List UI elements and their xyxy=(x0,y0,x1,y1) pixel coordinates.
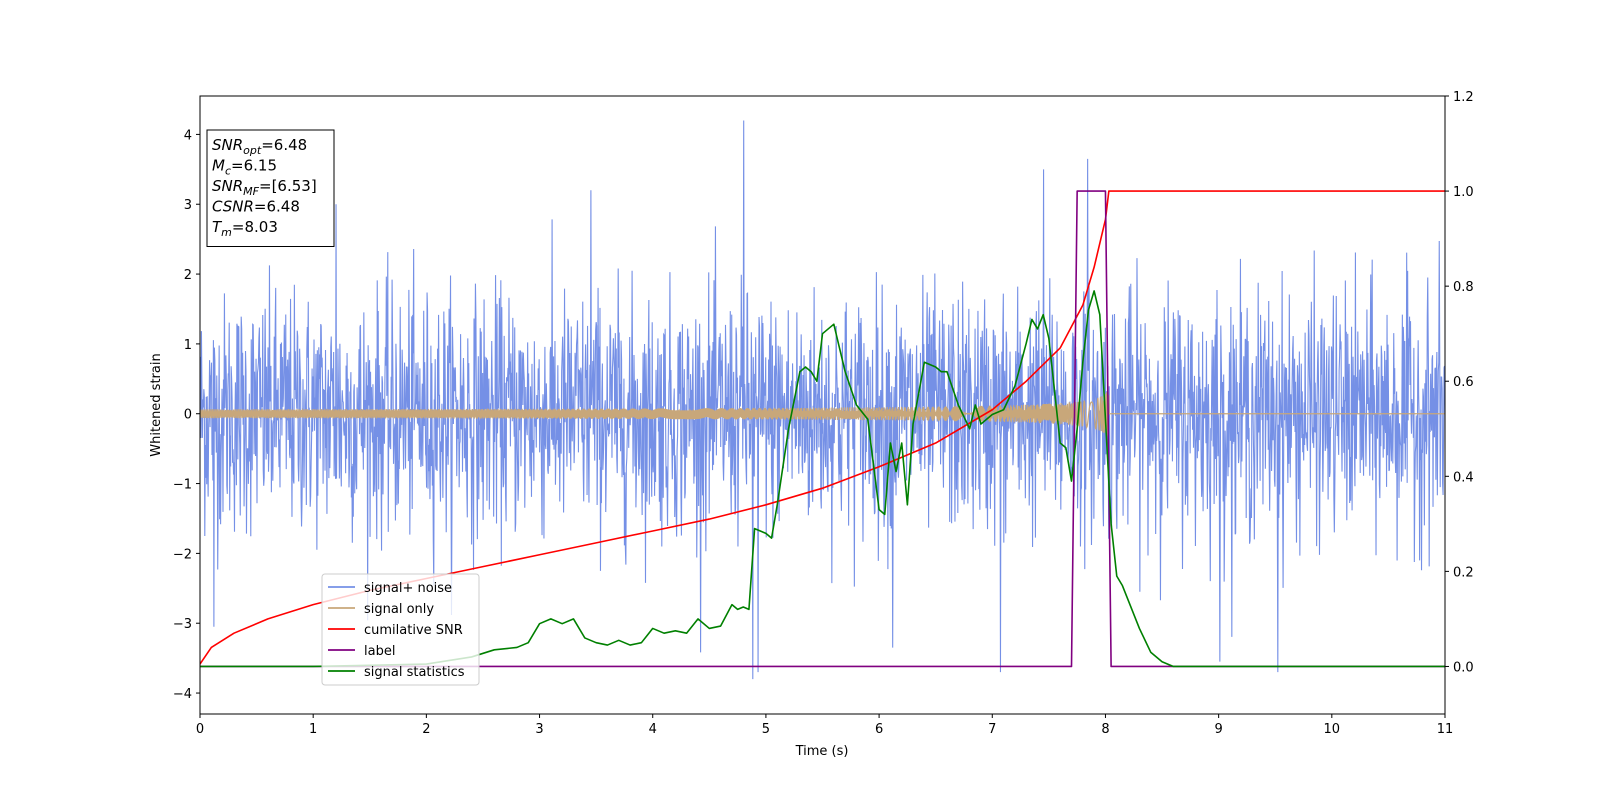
annotation-frame xyxy=(206,129,335,247)
y-tick-label: −2 xyxy=(173,547,192,562)
annotation-line: CSNR=6.48 xyxy=(212,198,300,216)
y-tick-label: 4 xyxy=(184,128,192,143)
y-tick-label: −4 xyxy=(173,687,192,702)
x-tick-label: 4 xyxy=(649,722,657,737)
plot-series xyxy=(200,120,1445,680)
y-axis-left: −4 −3 −2 −1 0 1 2 3 4 xyxy=(173,128,200,702)
series-signal-only-line xyxy=(200,391,1445,436)
annotation-line: Tm=8.03 xyxy=(212,218,278,239)
y2-tick-label: 0.0 xyxy=(1453,660,1474,675)
y2-tick-label: 0.6 xyxy=(1453,375,1474,390)
y2-tick-label: 1.0 xyxy=(1453,185,1474,200)
x-tick-label: 0 xyxy=(196,722,204,737)
y2-tick-label: 0.8 xyxy=(1453,280,1474,295)
series-signal-noise-line xyxy=(200,120,1445,680)
x-tick-label: 10 xyxy=(1324,722,1341,737)
y2-tick-label: 1.2 xyxy=(1453,90,1474,105)
y2-tick-label: 0.2 xyxy=(1453,565,1474,580)
y-tick-label: 3 xyxy=(184,198,192,213)
annotation-line: SNRopt=6.48 xyxy=(212,136,307,157)
y-tick-label: 1 xyxy=(184,338,192,353)
plot-frame xyxy=(199,95,1446,715)
x-axis: 0 1 2 3 4 5 6 7 8 9 10 11 xyxy=(196,714,1453,737)
annotation-line: Mc=6.15 xyxy=(212,157,277,178)
x-tick-label: 6 xyxy=(875,722,883,737)
x-tick-label: 11 xyxy=(1437,722,1454,737)
y-tick-label: −3 xyxy=(173,617,192,632)
y-axis-label: Whitened strain xyxy=(149,353,164,456)
x-tick-label: 7 xyxy=(988,722,996,737)
legend-entry-label: cumilative SNR xyxy=(364,623,463,638)
x-tick-label: 9 xyxy=(1214,722,1222,737)
x-tick-label: 5 xyxy=(762,722,770,737)
legend-entry-label: signal statistics xyxy=(364,665,465,680)
series-cumilative-snr-line xyxy=(200,190,1445,665)
legend-entry-label: signal only xyxy=(364,602,434,617)
y-axis-right: 0.0 0.2 0.4 0.6 0.8 1.0 1.2 xyxy=(1445,90,1474,675)
y2-tick-label: 0.4 xyxy=(1453,470,1474,485)
y-tick-label: −1 xyxy=(173,478,192,493)
x-axis-label: Time (s) xyxy=(795,744,849,759)
y-tick-label: 0 xyxy=(184,408,192,423)
x-tick-label: 3 xyxy=(535,722,543,737)
legend-frame xyxy=(321,573,480,686)
y-tick-label: 2 xyxy=(184,268,192,283)
legend-entry-label: label xyxy=(364,644,395,659)
x-tick-label: 8 xyxy=(1101,722,1109,737)
x-tick-label: 1 xyxy=(309,722,317,737)
legend-entry-label: signal+ noise xyxy=(364,581,452,596)
series-signal-statistics-line xyxy=(200,290,1445,668)
series-label-line xyxy=(200,190,1445,668)
legend: signal+ noise signal only cumilative SNR la… xyxy=(321,573,480,686)
annotation-line: SNRMF=[6.53] xyxy=(212,177,317,198)
x-tick-label: 2 xyxy=(422,722,430,737)
